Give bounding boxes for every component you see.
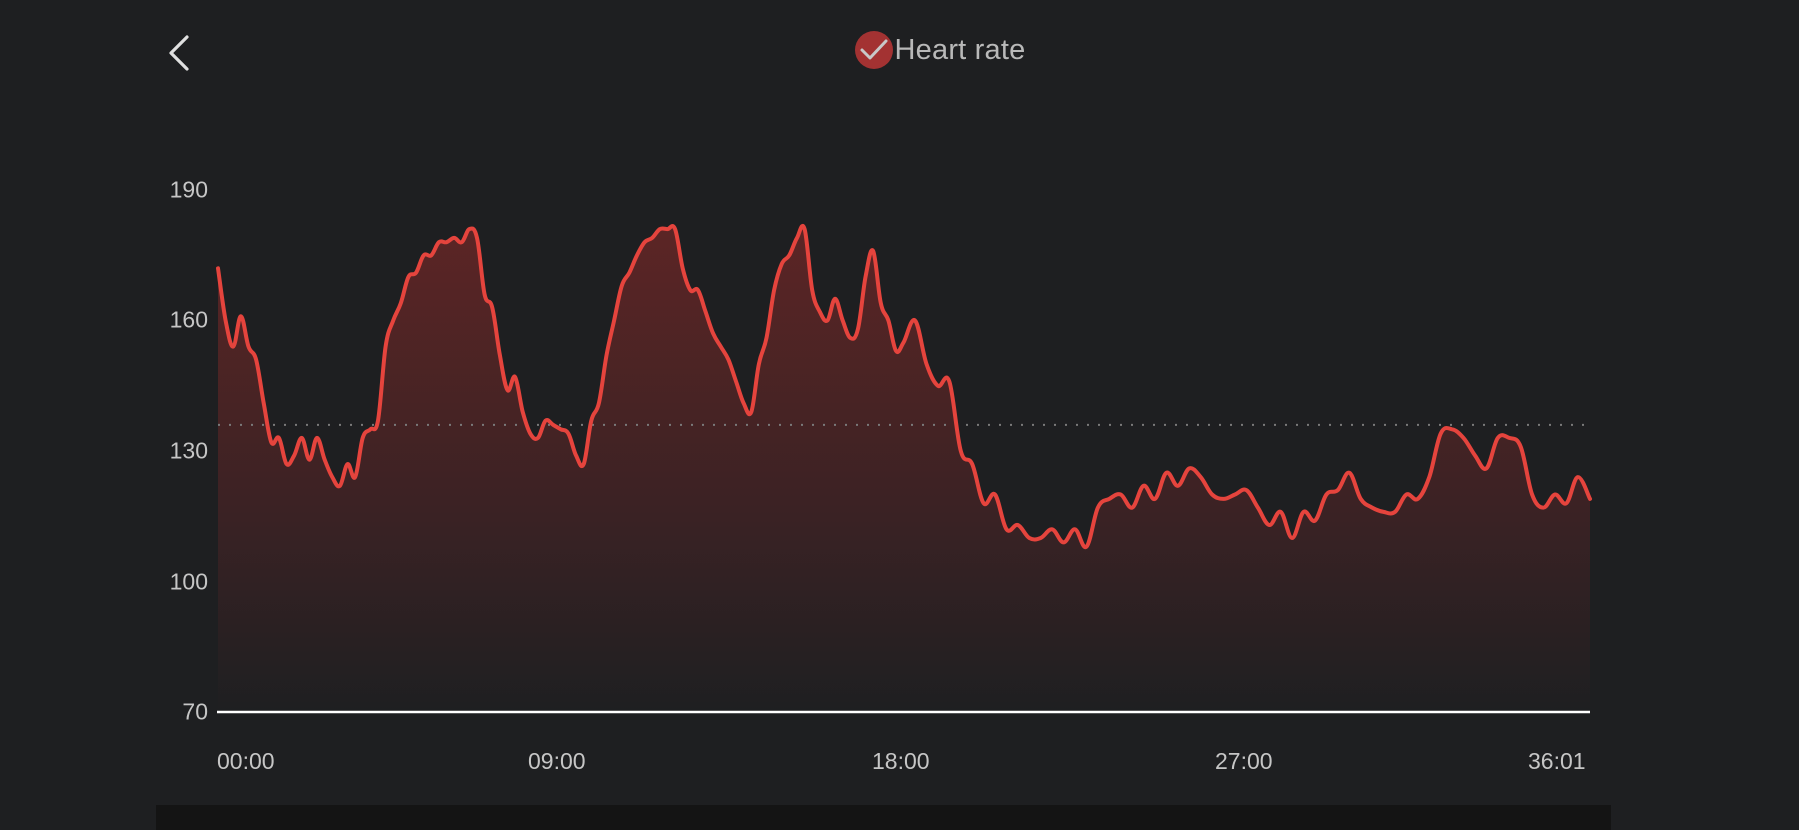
- title-label: Heart rate: [894, 33, 1026, 66]
- y-tick-70: 70: [182, 698, 208, 725]
- y-tick-130: 130: [169, 437, 208, 464]
- x-tick-0900: 09:00: [528, 748, 586, 774]
- page-title: Heart rate: [0, 31, 1799, 69]
- bottom-panel: [156, 805, 1611, 830]
- heart-rate-area: [218, 225, 1590, 712]
- check-circle-icon: [854, 31, 893, 69]
- y-tick-190: 190: [169, 176, 208, 203]
- back-button[interactable]: [160, 30, 200, 76]
- y-tick-100: 100: [169, 568, 208, 595]
- x-tick-3601: 36:01: [1528, 748, 1586, 774]
- heart-rate-line: [216, 223, 1592, 550]
- x-tick-0000: 00:00: [217, 748, 275, 774]
- x-tick-2700: 27:00: [1215, 748, 1273, 774]
- y-tick-160: 160: [169, 306, 208, 333]
- x-tick-1800: 18:00: [872, 748, 930, 774]
- chevron-left-icon: [169, 35, 189, 71]
